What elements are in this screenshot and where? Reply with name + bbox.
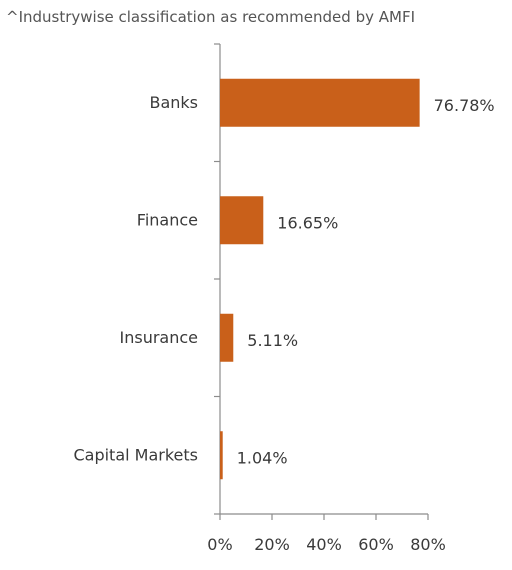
data-label: 1.04% — [237, 448, 288, 467]
x-tick-label: 0% — [207, 535, 232, 554]
category-label: Banks — [149, 93, 198, 112]
bar — [220, 78, 420, 127]
x-tick-label: 40% — [306, 535, 342, 554]
category-label: Finance — [137, 210, 198, 229]
x-tick-label: 60% — [358, 535, 394, 554]
data-label: 76.78% — [434, 96, 495, 115]
x-tick-label: 80% — [410, 535, 446, 554]
category-label: Insurance — [120, 328, 199, 347]
bar — [220, 431, 223, 480]
data-label: 5.11% — [247, 331, 298, 350]
bar — [220, 196, 264, 245]
bar — [220, 313, 234, 362]
x-tick-label: 20% — [254, 535, 290, 554]
chart-note: ^Industrywise classification as recommen… — [6, 8, 415, 26]
data-label: 16.65% — [277, 213, 338, 232]
category-label: Capital Markets — [73, 445, 198, 464]
